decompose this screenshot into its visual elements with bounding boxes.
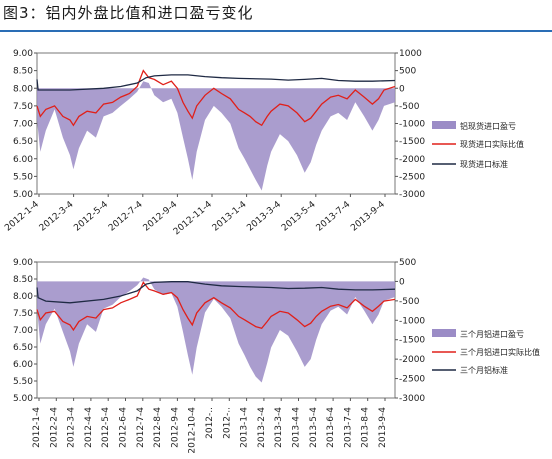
chart1-legend-swatch (432, 121, 456, 129)
chart1-y-right-tick-label: -1500 (399, 137, 425, 147)
chart1-area-series (37, 81, 395, 191)
chart2-y-left-tick-label: 7.00 (13, 326, 33, 336)
chart2-legend-label: 三个月铝进口盈亏 (460, 329, 524, 339)
chart2-y-left-tick-label: 8.50 (13, 275, 33, 285)
chart2-y-right-tick-label: -500 (399, 297, 420, 307)
chart1-x-tick-label: 2013-3-4 (245, 199, 283, 233)
chart1-legend-label: 铝现货进口盈亏 (460, 121, 516, 131)
chart2-x-tick-label: 2013-5-4 (309, 407, 319, 448)
chart1-y-left-tick-label: 8.50 (13, 67, 33, 77)
chart2-x-tick-label: 2012-5-4 (101, 407, 111, 448)
chart2-x-tick-label: 2012-1-4 (32, 407, 42, 448)
chart2-x-tick-label: 2013-1-4 (240, 407, 250, 448)
chart1-legend-label: 现货进口实际比值 (460, 139, 524, 149)
chart2-y-right-tick-label: -1000 (399, 316, 425, 326)
chart2-y-left-tick-label: 6.50 (13, 343, 33, 353)
chart1-line-series-2 (36, 74, 396, 91)
chart2-x-tick-label: 2012-.. (205, 407, 215, 439)
chart2-y-left-tick-label: 5.50 (13, 377, 33, 387)
chart1-y-right-tick-label: -500 (399, 102, 420, 112)
chart2-y-left-tick-label: 9.00 (13, 258, 33, 268)
chart2-y-right-tick-label: 0 (399, 277, 405, 287)
chart1-y-right-tick-label: -3000 (399, 190, 425, 200)
chart1-x-tick-label: 2013-9-4 (349, 199, 387, 233)
chart2-x-tick-label: 2012-7-4 (136, 407, 146, 448)
chart1-x-tick-label: 2013-7-4 (315, 199, 353, 233)
chart2-x-tick-label: 2013-2-4 (257, 407, 267, 448)
chart2-x-tick-label: 2012-.. (222, 407, 232, 439)
chart2-x-tick-label: 2013-4-4 (292, 407, 302, 448)
chart1-y-right-tick-label: -2000 (399, 155, 425, 165)
chart2-line-series-1 (36, 281, 396, 332)
chart2-line-series-2 (36, 281, 396, 304)
chart1-y-right-tick-label: 0 (399, 84, 405, 94)
chart2-x-tick-label: 2012-3-4 (67, 407, 77, 448)
chart2-y-right-tick-label: 500 (399, 258, 416, 268)
chart2-y-left-tick-label: 8.00 (13, 292, 33, 302)
chart1-x-tick-label: 2012-11-4 (172, 199, 214, 237)
chart1-y-left-tick-label: 6.00 (13, 155, 33, 165)
chart1-y-right-tick-label: 1000 (399, 49, 422, 59)
chart2-x-tick-label: 2012-10-4 (188, 407, 198, 454)
chart2-y-left-tick-label: 5.00 (13, 394, 33, 404)
chart1-legend-label: 现货进口标准 (460, 159, 508, 169)
chart2-y-left-tick-label: 7.50 (13, 309, 33, 319)
chart2-legend-label: 三个月铝标准 (460, 365, 508, 375)
chart2-x-tick-label: 2013-7-4 (343, 407, 353, 448)
chart2-x-tick-label: 2012-8-4 (153, 407, 163, 448)
chart1-y-left-tick-label: 5.00 (13, 190, 33, 200)
chart1-x-tick-label: 2012-5-4 (72, 199, 110, 233)
chart1-y-left-tick-label: 6.50 (13, 137, 33, 147)
chart2-x-tick-label: 2012-6-4 (119, 407, 129, 448)
figure-title: 图3：铝内外盘比值和进口盈亏变化 (3, 4, 254, 22)
chart2-legend-label: 三个月铝进口实际比值 (460, 347, 540, 357)
chart1-y-left-tick-label: 8.00 (13, 84, 33, 94)
chart2-x-tick-label: 2012-2-4 (49, 407, 59, 448)
chart2-y-right-tick-label: -1500 (399, 336, 425, 346)
chart1-line-series-1 (36, 69, 396, 127)
chart1-y-left-tick-label: 9.00 (13, 49, 33, 59)
chart2-x-tick-label: 2013-9-4 (378, 407, 388, 448)
chart2-y-right-tick-label: -3000 (399, 394, 425, 404)
chart1-y-left-tick-label: 5.50 (13, 172, 33, 182)
chart2-legend-swatch (432, 329, 456, 337)
chart2-y-right-tick-label: -2500 (399, 375, 425, 385)
chart1-y-right-tick-label: -2500 (399, 172, 425, 182)
chart1-x-tick-label: 2012-3-4 (38, 199, 76, 233)
chart1-x-tick-label: 2013-1-4 (211, 199, 249, 233)
chart2-x-tick-label: 2012-4-4 (84, 407, 94, 448)
chart1-y-left-tick-label: 7.50 (13, 102, 33, 112)
chart1-y-right-tick-label: -1000 (399, 120, 425, 130)
chart2-area-series (37, 277, 395, 383)
chart2-x-tick-label: 2013-8-4 (361, 407, 371, 448)
chart1-x-tick-label: 2013-5-4 (280, 199, 318, 233)
chart2-x-tick-label: 2013-6-4 (326, 407, 336, 448)
chart1-y-right-tick-label: 500 (399, 67, 416, 77)
chart2-x-tick-label: 2013-3-4 (274, 407, 284, 448)
chart2-y-left-tick-label: 6.00 (13, 360, 33, 370)
chart1-x-tick-label: 2012-1-4 (3, 199, 41, 233)
title-underline (0, 30, 552, 32)
chart2-y-right-tick-label: -2000 (399, 355, 425, 365)
chart1-x-tick-label: 2012-7-4 (107, 199, 145, 233)
chart2-x-tick-label: 2012-9-4 (170, 407, 180, 448)
chart1-y-left-tick-label: 7.00 (13, 120, 33, 130)
